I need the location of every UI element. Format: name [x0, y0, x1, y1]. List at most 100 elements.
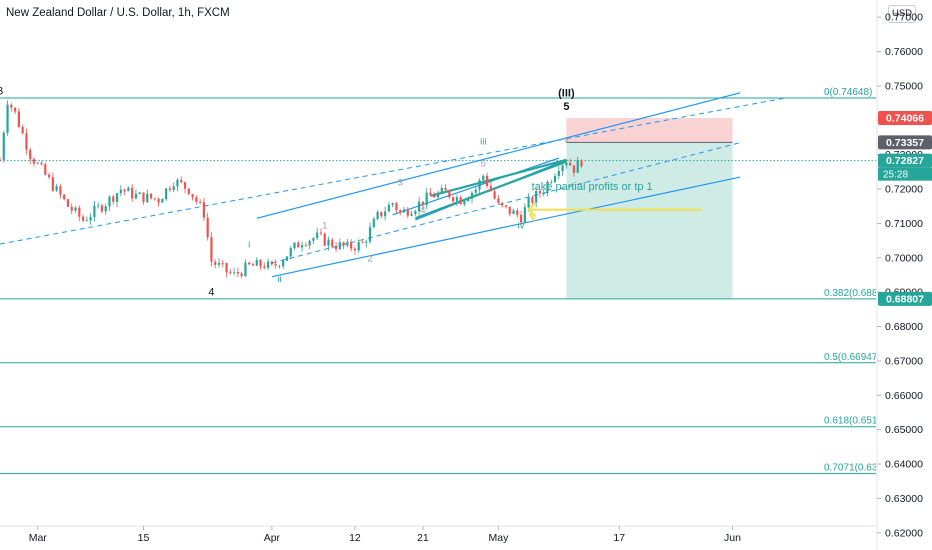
candle-body	[553, 175, 557, 182]
y-tick-label: 0.68000	[885, 321, 923, 333]
y-tick-label: 0.63000	[885, 493, 923, 505]
candle-body	[195, 197, 198, 202]
candle-body	[448, 190, 451, 198]
trend-line	[430, 158, 567, 198]
candle-body	[531, 197, 534, 203]
y-tick-label: 0.77000	[885, 12, 923, 24]
candle-body	[29, 149, 32, 160]
candle-body	[210, 237, 213, 262]
y-tick-label: 0.66000	[885, 390, 923, 402]
candle-body	[561, 165, 564, 171]
wave-label: i	[248, 240, 250, 251]
wave-label: 3	[398, 178, 403, 189]
candle-body	[576, 160, 579, 173]
trend-line	[392, 157, 560, 216]
price-badge-text: 0.68807	[886, 293, 924, 305]
candle-body	[569, 162, 572, 166]
candle-body	[285, 256, 289, 261]
candle-body	[391, 203, 394, 205]
candle-body	[523, 207, 526, 223]
candle-body	[380, 211, 383, 217]
x-tick-label: 15	[138, 532, 150, 544]
wave-label: 4	[420, 205, 425, 216]
candle-body	[467, 198, 470, 202]
price-badge-target	[878, 291, 932, 306]
candle-body	[376, 211, 379, 220]
candle-body	[368, 227, 372, 242]
candle-body	[0, 159, 2, 161]
candle-body	[161, 199, 164, 203]
candle-body	[74, 207, 77, 211]
candle-body	[361, 241, 364, 243]
annotation-text: take partial profits or tp 1	[532, 181, 653, 193]
candle-body	[387, 204, 391, 212]
candle-body	[338, 242, 341, 250]
candle-body	[229, 272, 232, 274]
candle-body	[100, 205, 104, 212]
candle-body	[176, 179, 179, 187]
candle-body	[334, 246, 338, 250]
candle-body	[478, 180, 481, 190]
candle-body	[85, 220, 88, 222]
price-badge-stop	[878, 111, 932, 126]
wave-label: 4	[208, 287, 214, 299]
candle-body	[172, 186, 175, 190]
candle-body	[236, 271, 239, 274]
candle-body	[55, 186, 58, 191]
candle-body	[508, 206, 511, 215]
candle-body	[44, 164, 47, 175]
candle-body	[274, 264, 277, 266]
candle-body	[108, 196, 111, 207]
candle-body	[225, 263, 228, 273]
currency-badge[interactable]: USD	[888, 5, 916, 23]
arrow-tail	[528, 213, 536, 222]
candle-body	[429, 192, 432, 196]
wave-label: (III)	[558, 87, 575, 99]
candle-body	[180, 179, 183, 183]
candle-body	[497, 198, 500, 203]
candle-body	[346, 241, 349, 246]
candle-body	[463, 201, 466, 205]
trend-line	[0, 97, 786, 245]
candle-body	[157, 198, 160, 203]
price-badge-current	[878, 153, 932, 168]
wave-label: 1	[322, 221, 327, 232]
candle-body	[384, 211, 387, 217]
candle-body	[300, 245, 304, 248]
candle-body	[149, 193, 153, 199]
candle-body	[452, 197, 455, 202]
candle-body	[293, 242, 296, 249]
wave-label: iv	[518, 221, 525, 232]
candle-body	[395, 203, 398, 211]
candle-body	[350, 241, 353, 249]
candle-body	[418, 201, 421, 212]
wave-label: 2	[367, 253, 372, 264]
candle-body	[278, 265, 281, 267]
candle-body	[6, 104, 9, 133]
candle-body	[146, 193, 149, 203]
candle-body	[255, 260, 258, 266]
candle-body	[482, 175, 485, 181]
candle-body	[134, 194, 138, 199]
take-profit-zone	[566, 142, 733, 299]
candle-body	[165, 188, 168, 200]
candle-body	[17, 111, 20, 127]
candle-body	[342, 242, 345, 246]
fib-label: 0.5(0.66947)	[824, 352, 881, 363]
trend-line	[271, 176, 741, 278]
wave-label: 5	[563, 101, 569, 113]
x-tick-label: Apr	[264, 532, 281, 544]
candle-body	[217, 262, 221, 265]
candle-body	[89, 217, 92, 221]
candle-body	[153, 198, 156, 200]
candle-body	[47, 174, 51, 178]
wave-label: iii	[480, 136, 486, 147]
candle-body	[104, 206, 107, 212]
candle-body	[436, 192, 440, 198]
candle-body	[455, 197, 458, 202]
wave-label: 3	[0, 86, 3, 98]
candle-body	[433, 195, 436, 198]
candle-body	[199, 201, 202, 203]
candle-body	[187, 188, 190, 195]
